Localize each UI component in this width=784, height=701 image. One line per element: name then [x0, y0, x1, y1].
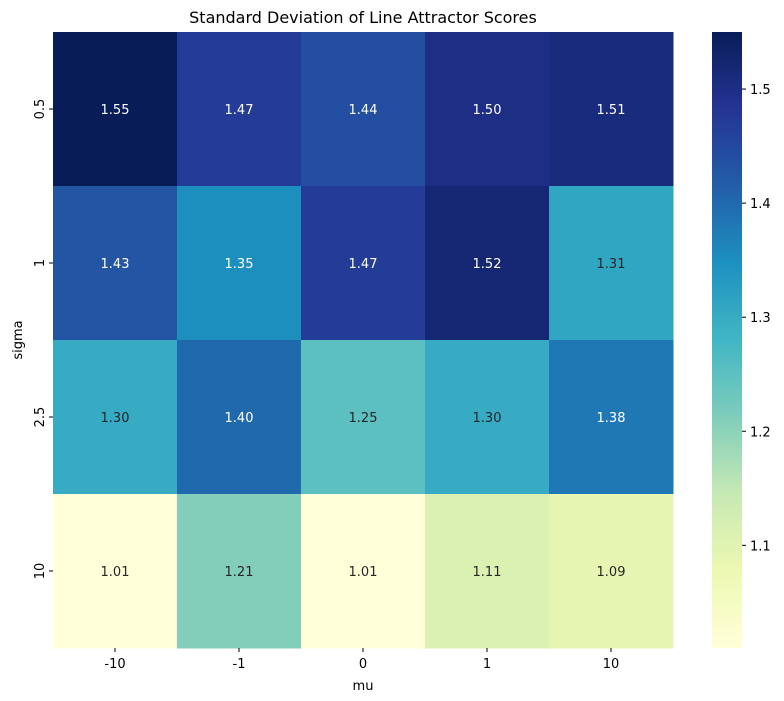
heatmap-cell: [301, 32, 426, 187]
heatmap-cell: [177, 32, 302, 187]
cell-value-label: 1.30: [473, 411, 502, 426]
colorbar-tick-label: 1.2: [750, 425, 771, 440]
y-axis-ticks: 0.5 1 2.5 10: [33, 99, 53, 580]
heatmap-cell: [301, 494, 426, 649]
x-tick-label: -10: [104, 657, 125, 672]
cell-value-label: 1.55: [101, 103, 130, 118]
heatmap-cell: [53, 186, 178, 341]
x-tick-label: 10: [603, 657, 620, 672]
y-tick-label: 2.5: [33, 407, 48, 428]
colorbar: 1.1 1.2 1.3 1.4 1.5: [712, 32, 771, 648]
cell-value-label: 1.51: [597, 103, 626, 118]
cell-value-label: 1.47: [349, 257, 378, 272]
heatmap-cell: [177, 186, 302, 341]
heatmap-cell: [549, 340, 674, 495]
heatmap-cell: [177, 494, 302, 649]
x-tick-label: -1: [233, 657, 246, 672]
colorbar-tick-label: 1.4: [750, 197, 771, 212]
heatmap-cell: [177, 340, 302, 495]
cell-value-label: 1.40: [225, 411, 254, 426]
cell-value-label: 1.30: [101, 411, 130, 426]
y-tick-label: 0.5: [33, 99, 48, 120]
x-tick-label: 0: [359, 657, 367, 672]
colorbar-tick-label: 1.5: [750, 83, 771, 98]
heatmap-cell: [425, 340, 550, 495]
heatmap-cell: [425, 186, 550, 341]
x-axis-label: mu: [353, 679, 374, 694]
chart-title: Standard Deviation of Line Attractor Sco…: [189, 8, 537, 27]
heatmap-cell: [301, 186, 426, 341]
cell-value-label: 1.38: [597, 411, 626, 426]
heatmap-cell: [53, 494, 178, 649]
cell-value-label: 1.31: [597, 257, 626, 272]
heatmap-cell: [549, 494, 674, 649]
cell-value-label: 1.35: [225, 257, 254, 272]
heatmap-cell: [425, 32, 550, 187]
colorbar-tick-label: 1.1: [750, 539, 771, 554]
heatmap-cell: [549, 32, 674, 187]
cell-value-label: 1.11: [473, 565, 502, 580]
heatmap-cell: [301, 340, 426, 495]
heatmap-cell: [549, 186, 674, 341]
cell-value-label: 1.09: [597, 565, 626, 580]
cell-value-label: 1.47: [225, 103, 254, 118]
cell-value-label: 1.50: [473, 103, 502, 118]
y-axis-label: sigma: [11, 320, 26, 359]
cell-value-label: 1.01: [101, 565, 130, 580]
heatmap-cell: [425, 494, 550, 649]
heatmap-cell: [53, 340, 178, 495]
heatmap-cell: [53, 32, 178, 187]
y-tick-label: 10: [33, 563, 48, 580]
colorbar-tick-label: 1.3: [750, 311, 771, 326]
x-axis-ticks: -10 -1 0 1 10: [104, 648, 619, 672]
x-tick-label: 1: [483, 657, 491, 672]
cell-value-label: 1.01: [349, 565, 378, 580]
colorbar-gradient: [712, 32, 742, 648]
cell-value-label: 1.44: [349, 103, 378, 118]
cell-value-label: 1.43: [101, 257, 130, 272]
cell-value-label: 1.21: [225, 565, 254, 580]
heatmap-cells: 1.55 1.47 1.44 1.50 1.51 1.43 1.35 1.47 1.52 1.31…: [53, 32, 674, 649]
cell-value-label: 1.25: [349, 411, 378, 426]
cell-value-label: 1.52: [473, 257, 502, 272]
y-tick-label: 1: [33, 259, 48, 267]
